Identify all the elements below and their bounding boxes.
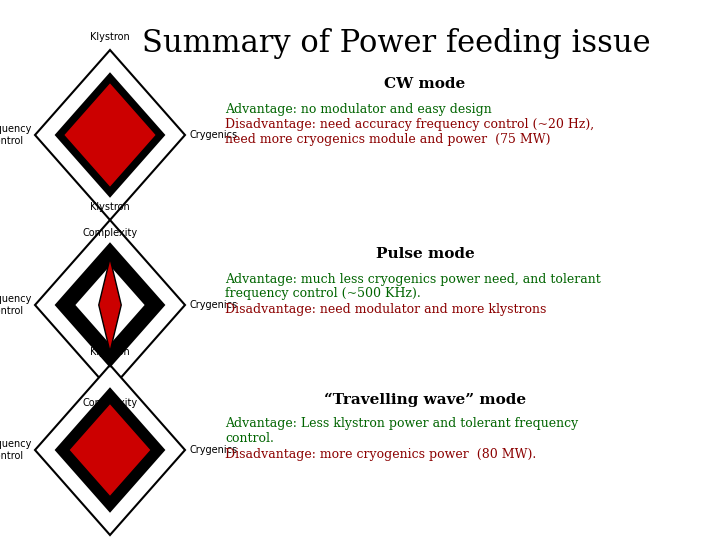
Text: Pulse mode: Pulse mode [376,247,474,261]
Polygon shape [35,50,185,220]
Polygon shape [68,403,151,497]
Text: “Travelling wave” mode: “Travelling wave” mode [324,393,526,407]
Polygon shape [63,82,156,188]
Polygon shape [35,220,185,390]
Polygon shape [56,74,164,196]
Polygon shape [56,389,164,511]
Text: Advantage: Less klystron power and tolerant frequency
control.: Advantage: Less klystron power and toler… [225,417,578,446]
Text: Complexity: Complexity [82,398,138,408]
Text: Frequency
Control: Frequency Control [0,294,31,316]
Text: Klystron: Klystron [90,202,130,212]
Text: Crygenics: Crygenics [189,130,237,140]
Polygon shape [74,264,146,346]
Text: Summary of Power feeding issue: Summary of Power feeding issue [142,28,650,59]
Polygon shape [56,244,164,366]
Text: Frequency
Control: Frequency Control [0,124,31,146]
Text: Disadvantage: more cryogenics power  (80 MW).: Disadvantage: more cryogenics power (80 … [225,448,536,461]
Text: Disadvantage: need modulator and more klystrons: Disadvantage: need modulator and more kl… [225,303,546,316]
Text: Klystron: Klystron [90,347,130,357]
Text: Crygenics: Crygenics [189,445,237,455]
Text: Frequency
Control: Frequency Control [0,439,31,461]
Polygon shape [74,409,146,491]
Text: Klystron: Klystron [90,32,130,42]
Polygon shape [99,258,121,352]
Text: Complexity: Complexity [82,228,138,238]
Text: Advantage: no modulator and easy design: Advantage: no modulator and easy design [225,103,492,116]
Text: Advantage: much less cryogenics power need, and tolerant
frequency control (~500: Advantage: much less cryogenics power ne… [225,273,600,300]
Text: CW mode: CW mode [384,78,466,91]
Text: Disadvantage: need accuracy frequency control (~20 Hz),
need more cryogenics mod: Disadvantage: need accuracy frequency co… [225,118,594,146]
Polygon shape [35,365,185,535]
Text: Crygenics: Crygenics [189,300,237,310]
Polygon shape [74,94,146,176]
